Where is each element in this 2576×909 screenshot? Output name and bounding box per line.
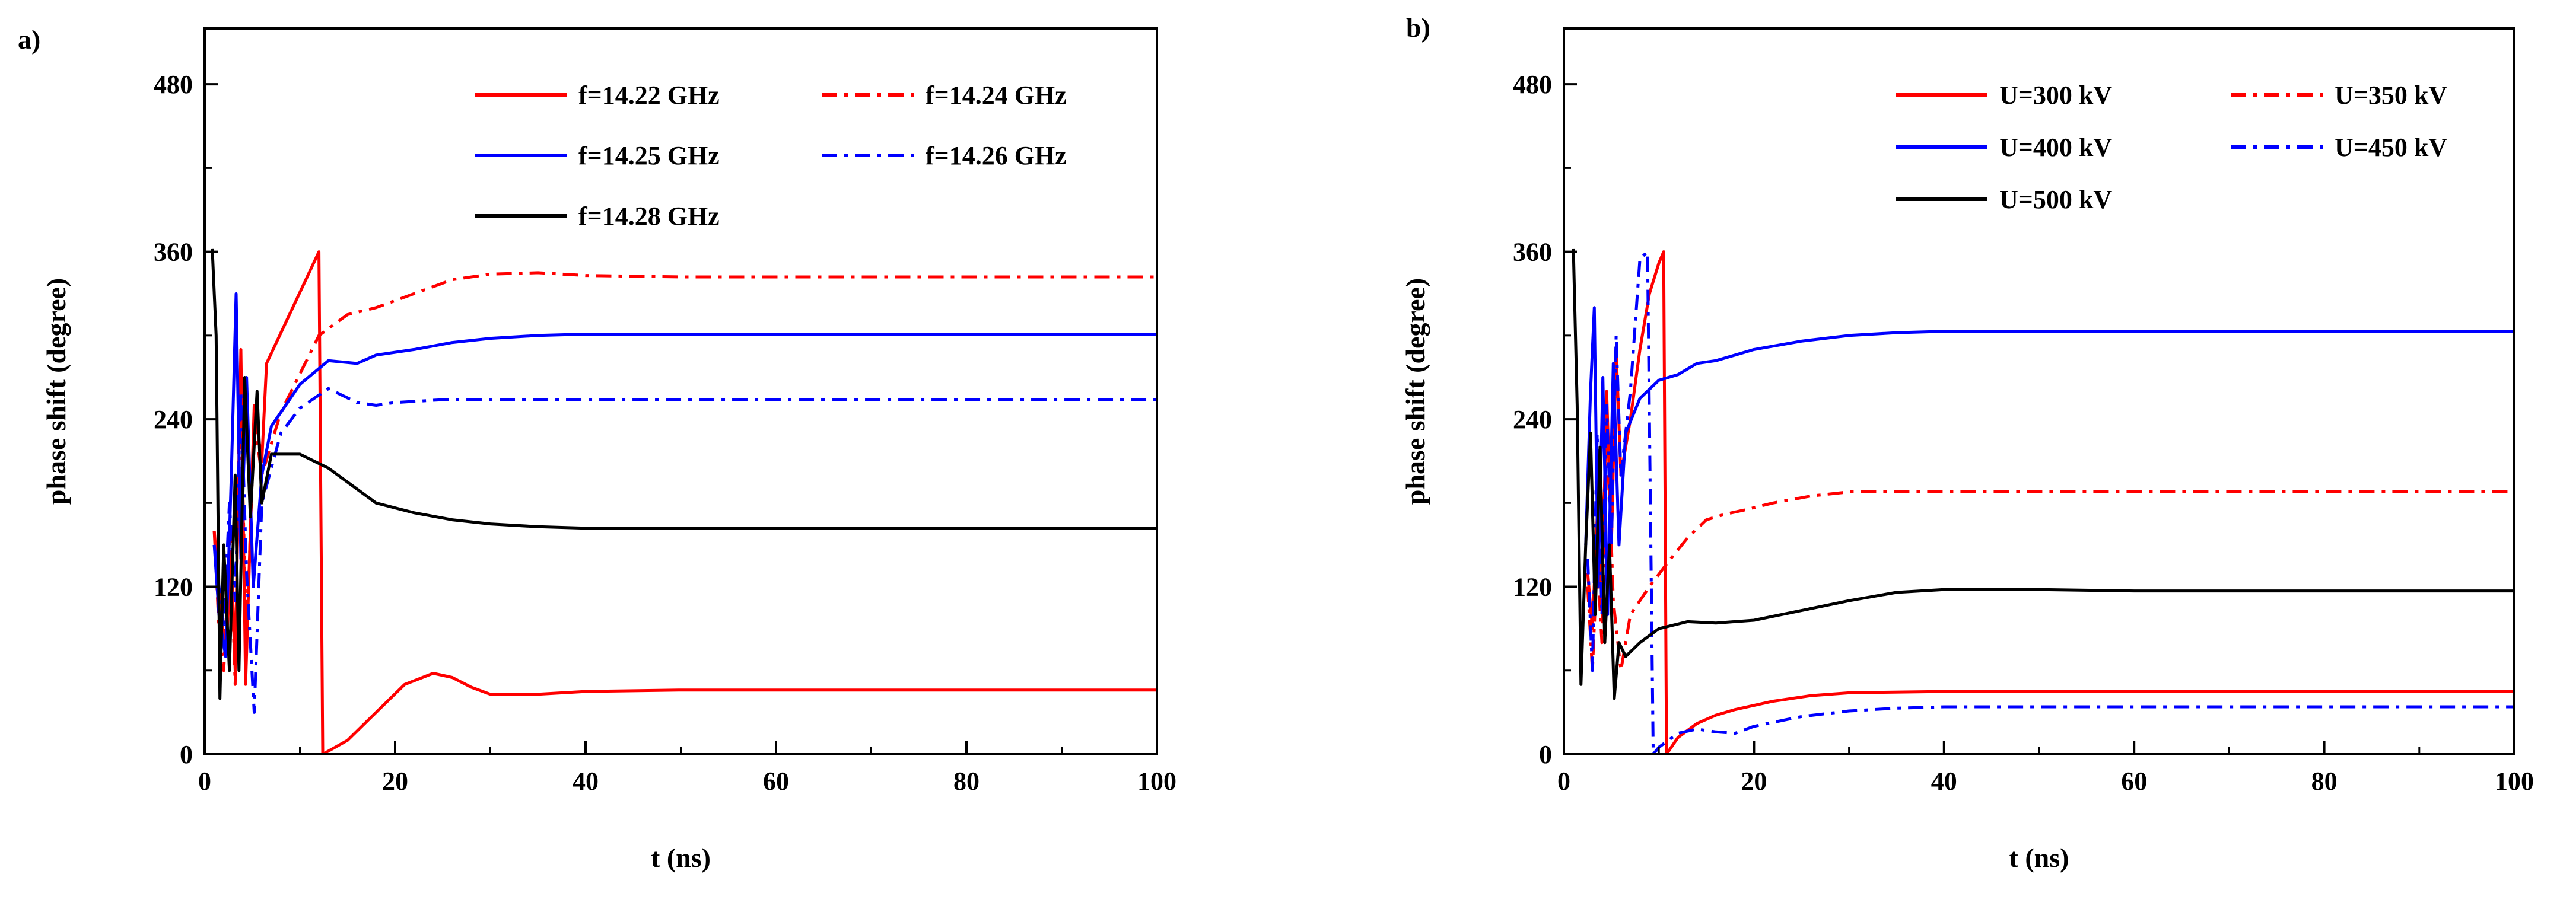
y-axis-title: phase shift (degree) [41,278,71,505]
legend-label-0: U=300 kV [1999,81,2112,110]
y-axis-title: phase shift (degree) [1400,278,1430,505]
y-tick-label-3: 360 [154,238,193,267]
y-tick-label-4: 480 [154,70,193,99]
x-tick-label-4: 80 [2311,767,2338,796]
x-tick-label-5: 100 [1137,767,1176,796]
legend-label-3: U=450 kV [2335,133,2447,162]
series-line-0 [1586,250,2514,754]
x-tick-label-1: 20 [1741,767,1767,796]
y-tick-label-2: 240 [1513,405,1552,434]
x-tick-label-0: 0 [198,767,211,796]
chart-panel-b: 0 20 40 60 80 100 0 120 240 360 480 t (ns) phase shi… [1400,12,2534,873]
panel-label: b) [1406,12,1430,43]
legend-label-0: f=14.22 GHz [578,81,720,110]
series-line-0 [212,250,1157,754]
legend-label-3: f=14.26 GHz [926,141,1067,170]
series-line-3 [212,387,1157,714]
series-line-1 [1586,432,2514,672]
legend-label-4: U=500 kV [1999,185,2112,214]
y-tick-label-1: 120 [154,573,193,602]
x-axis-title: t (ns) [651,843,711,873]
series-line-4 [1572,248,2514,700]
y-tick-label-0: 0 [1539,740,1552,769]
x-tick-label-2: 40 [573,767,599,796]
series-group [1572,248,2514,754]
series-line-3 [1586,250,2514,754]
y-tick-label-4: 480 [1513,70,1552,99]
x-tick-label-1: 20 [382,767,408,796]
panel-label: a) [18,24,40,55]
x-tick-label-5: 100 [2495,767,2534,796]
x-tick-label-4: 80 [953,767,979,796]
legend-label-2: U=400 kV [1999,133,2112,162]
legend: U=300 kV U=350 kV U=400 kV U=450 kV U=500 kV [1896,81,2447,214]
y-tick-label-0: 0 [180,740,193,769]
legend-label-1: f=14.24 GHz [926,81,1067,110]
legend-label-4: f=14.28 GHz [578,202,720,231]
legend-label-1: U=350 kV [2335,81,2447,110]
legend: f=14.22 GHz f=14.24 GHz f=14.25 GHz f=14.26… [475,81,1067,231]
chart-panel-a: 0 20 40 60 80 100 0 120 240 360 480 t (ns) phase shi… [18,24,1176,873]
x-tick-label-2: 40 [1931,767,1957,796]
series-line-4 [211,248,1157,700]
y-tick-label-3: 360 [1513,238,1552,267]
legend-label-2: f=14.25 GHz [578,141,720,170]
series-group [211,248,1157,754]
x-tick-label-0: 0 [1557,767,1570,796]
x-tick-label-3: 60 [2121,767,2147,796]
x-tick-label-3: 60 [763,767,789,796]
plot-frame [203,27,1158,755]
series-line-1 [212,271,1157,686]
y-tick-label-1: 120 [1513,573,1552,602]
series-line-2 [1584,306,2514,617]
x-axis-title: t (ns) [2009,843,2069,873]
series-line-2 [212,292,1157,658]
y-tick-label-2: 240 [154,405,193,434]
